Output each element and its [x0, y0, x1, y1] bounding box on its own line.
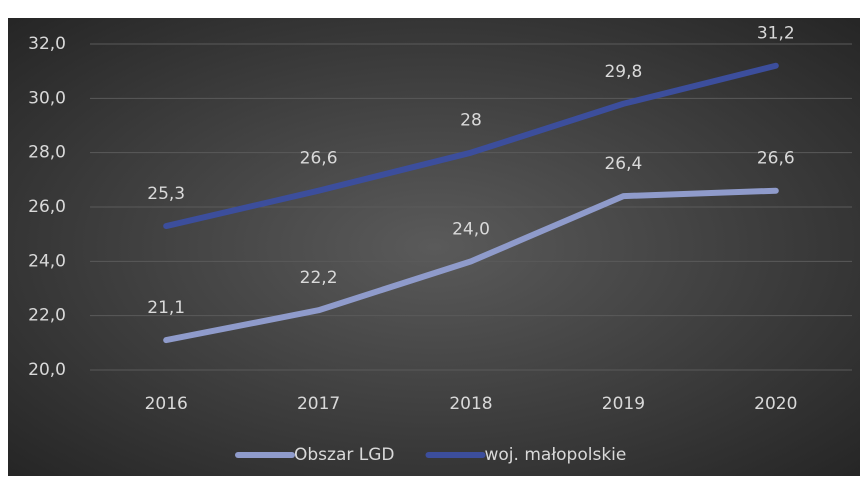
x-tick-label: 2020 [754, 394, 797, 414]
data-label: 29,8 [604, 62, 642, 82]
y-tick-label: 24,0 [28, 251, 66, 271]
legend-label: Obszar LGD [294, 445, 395, 465]
series-line [163, 62, 779, 230]
series-line [163, 187, 779, 344]
y-tick-label: 28,0 [28, 143, 66, 163]
data-label: 24,0 [452, 219, 490, 239]
data-label: 28 [460, 111, 482, 131]
data-label: 26,4 [604, 154, 642, 174]
x-tick-label: 2019 [602, 394, 645, 414]
data-label: 26,6 [757, 149, 795, 169]
data-label: 21,1 [147, 298, 185, 318]
y-tick-label: 32,0 [28, 34, 66, 54]
data-label: 31,2 [757, 24, 795, 44]
y-tick-label: 22,0 [28, 306, 66, 326]
x-tick-label: 2017 [297, 394, 340, 414]
y-tick-label: 20,0 [28, 360, 66, 380]
chart-background [8, 18, 860, 476]
y-tick-label: 26,0 [28, 197, 66, 217]
data-label: 22,2 [300, 268, 338, 288]
data-label: 25,3 [147, 184, 185, 204]
y-tick-label: 30,0 [28, 88, 66, 108]
data-label: 26,6 [300, 149, 338, 169]
x-tick-label: 2018 [449, 394, 492, 414]
legend-label: woj. małopolskie [485, 445, 627, 465]
x-tick-label: 2016 [145, 394, 188, 414]
